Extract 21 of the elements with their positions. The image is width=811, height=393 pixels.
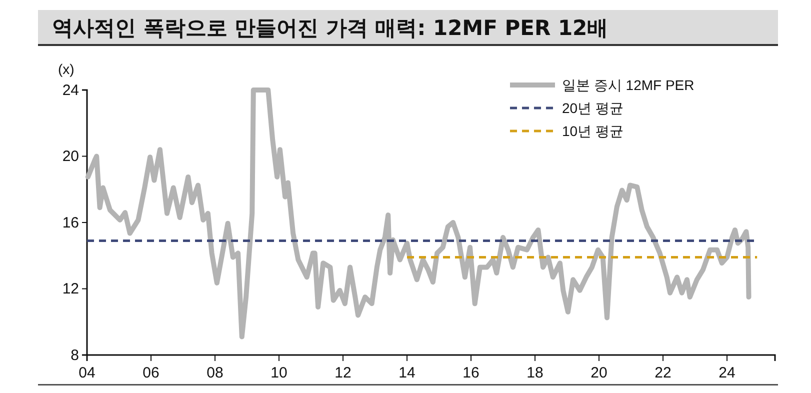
x-tick-label: 22 bbox=[654, 364, 672, 382]
legend-label: 10년 평균 bbox=[562, 123, 624, 139]
y-tick-label: 8 bbox=[70, 346, 79, 364]
x-tick-label: 10 bbox=[270, 364, 288, 382]
chart-title: 역사적인 폭락으로 만들어진 가격 매력: 12MF PER 12배 bbox=[52, 16, 608, 40]
y-tick-label: 20 bbox=[62, 148, 79, 166]
x-tick-label: 06 bbox=[142, 364, 160, 382]
x-tick-label: 18 bbox=[526, 364, 544, 382]
x-tick-label: 04 bbox=[78, 364, 96, 382]
y-tick-label: 12 bbox=[62, 280, 79, 298]
x-tick-label: 12 bbox=[334, 364, 352, 382]
x-tick-label: 08 bbox=[206, 364, 224, 382]
y-axis-title: (x) bbox=[58, 61, 74, 77]
y-tick-label: 16 bbox=[62, 214, 79, 232]
x-tick-label: 14 bbox=[398, 364, 416, 382]
y-tick-label: 24 bbox=[62, 82, 79, 99]
x-tick-label: 20 bbox=[590, 364, 608, 382]
legend-label: 일본 증시 12MF PER bbox=[562, 77, 694, 93]
legend-label: 20년 평균 bbox=[562, 100, 624, 116]
x-tick-label: 24 bbox=[718, 364, 736, 382]
x-tick-label: 16 bbox=[462, 364, 480, 382]
